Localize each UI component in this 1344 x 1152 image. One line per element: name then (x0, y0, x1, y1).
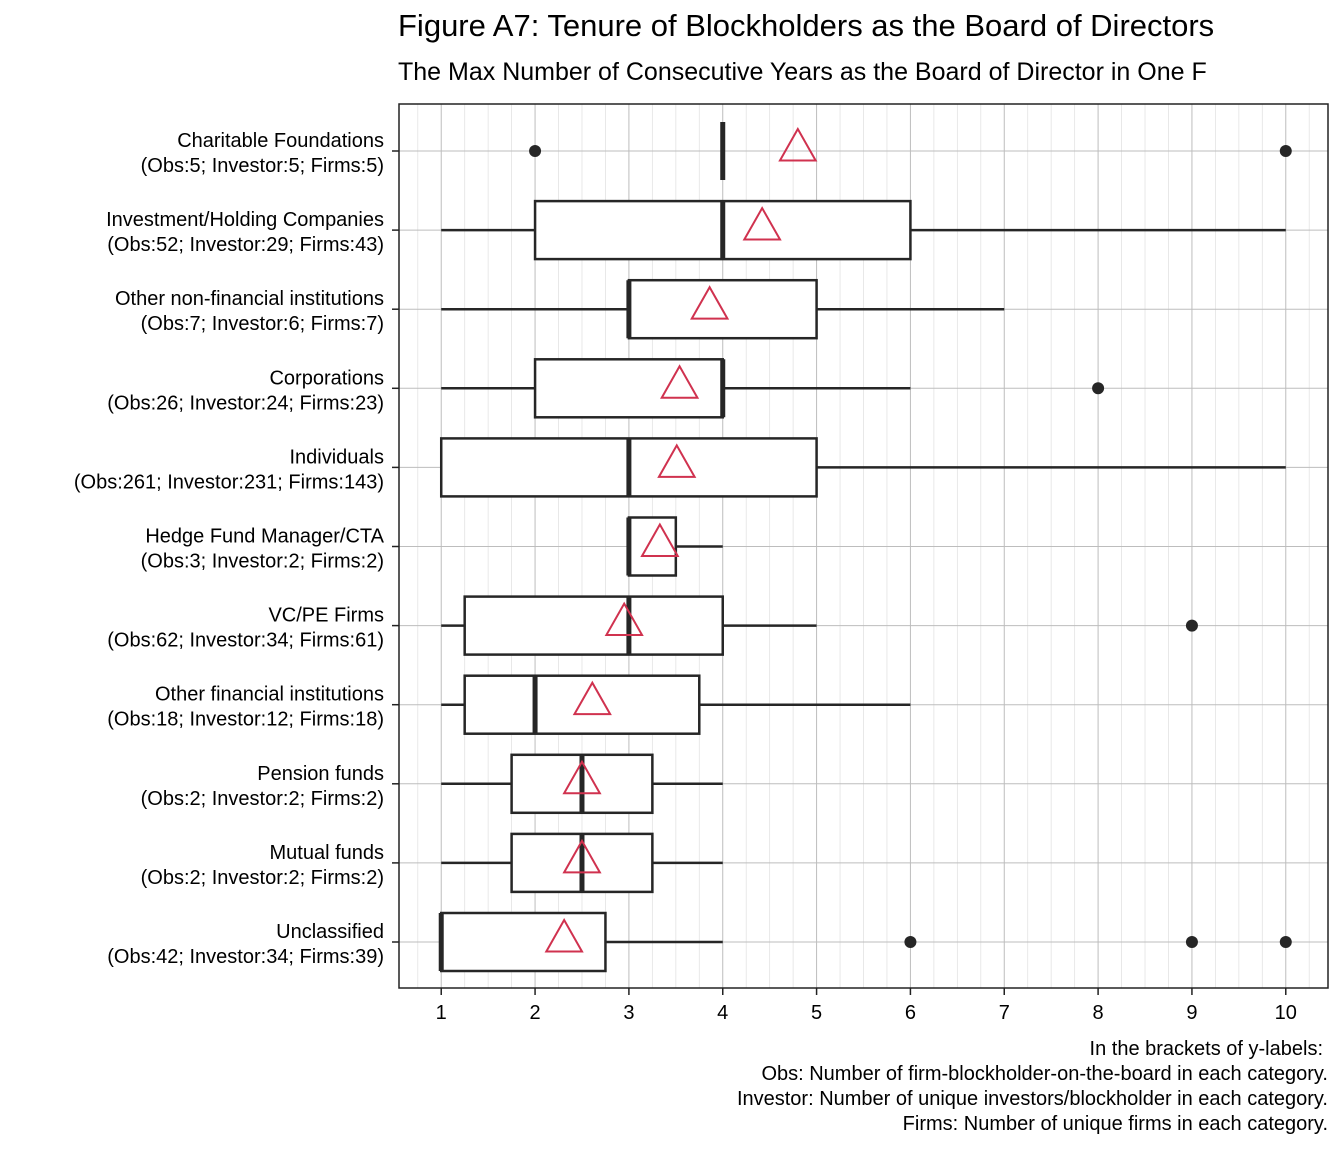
outlier-point (1279, 145, 1292, 157)
outlier-point (529, 145, 542, 157)
y-axis-labels: Charitable Foundations (Obs:5; Investor:5… (74, 130, 399, 968)
box-layer (438, 122, 1292, 973)
y-label-counts: (Obs:261; Investor:231; Firms:143) (74, 471, 384, 493)
chart-title: Figure A7: Tenure of Blockholders as the… (398, 8, 1215, 43)
x-tick-label: 6 (905, 1002, 916, 1024)
y-label-category: Other non-financial institutions (115, 288, 384, 310)
y-label-counts: (Obs:26; Investor:24; Firms:23) (107, 392, 384, 414)
caption-line-3: Investor: Number of unique investors/blo… (736, 1088, 1328, 1110)
outlier-point (1092, 382, 1105, 395)
caption-line-1: In the brackets of y-labels: (1089, 1038, 1323, 1060)
iqr-box (463, 674, 701, 735)
mean-marker (604, 601, 644, 637)
mean-marker (562, 838, 602, 874)
y-label-counts: (Obs:18; Investor:12; Firms:18) (107, 709, 384, 731)
mean-marker (742, 206, 782, 241)
y-label-counts: (Obs:2; Investor:2; Firms:2) (141, 867, 384, 889)
y-label-category: Hedge Fund Manager/CTA (145, 526, 384, 548)
x-tick-label: 8 (1093, 1002, 1104, 1024)
outlier-point (904, 936, 917, 948)
x-tick-label: 1 (436, 1002, 447, 1024)
box-group (441, 278, 1005, 340)
box-group (441, 674, 911, 735)
iqr-box (533, 358, 724, 419)
y-label-counts: (Obs:2; Investor:2; Firms:2) (141, 788, 384, 810)
box-group (441, 595, 1198, 656)
y-label-category: Mutual funds (269, 842, 384, 864)
mean-marker (544, 917, 584, 953)
iqr-box (463, 595, 724, 656)
caption-line-4: Firms: Number of unique firms in each ca… (902, 1113, 1328, 1135)
x-axis-ticks: 1 2 3 4 5 6 7 8 9 10 (436, 988, 1297, 1024)
iqr-box (627, 516, 678, 577)
x-tick-label: 2 (530, 1002, 541, 1024)
mean-marker (660, 364, 700, 399)
x-tick-label: 5 (811, 1002, 822, 1024)
outlier-point (1279, 936, 1292, 948)
y-label-category: Unclassified (276, 921, 384, 943)
y-label-category: Investment/Holding Companies (106, 209, 384, 231)
mean-marker (562, 759, 602, 795)
y-label-counts: (Obs:62; Investor:34; Firms:61) (107, 630, 384, 652)
box-group (441, 358, 1105, 419)
y-label-category: Individuals (289, 446, 384, 468)
y-label-category: Pension funds (257, 763, 384, 785)
x-tick-label: 7 (999, 1002, 1010, 1024)
x-tick-label: 3 (623, 1002, 634, 1024)
outlier-point (1185, 619, 1198, 632)
caption-line-2: Obs: Number of firm-blockholder-on-the-b… (761, 1063, 1328, 1085)
y-label-counts: (Obs:7; Investor:6; Firms:7) (141, 313, 384, 335)
box-group (626, 516, 723, 577)
chart-subtitle: The Max Number of Consecutive Years as t… (398, 58, 1207, 86)
y-label-counts: (Obs:52; Investor:29; Firms:43) (107, 234, 384, 256)
box-group (441, 199, 1286, 261)
y-label-category: Other financial institutions (155, 684, 384, 706)
mean-marker (778, 126, 818, 162)
mean-marker (572, 680, 612, 716)
iqr-box (439, 911, 607, 973)
x-tick-label: 10 (1275, 1002, 1297, 1024)
box-group (438, 911, 1292, 973)
box-group (439, 437, 1286, 498)
x-tick-label: 9 (1186, 1002, 1197, 1024)
box-group (441, 753, 723, 815)
y-label-category: VC/PE Firms (268, 605, 384, 627)
y-label-counts: (Obs:42; Investor:34; Firms:39) (107, 946, 384, 968)
box-group (529, 122, 1292, 180)
y-label-counts: (Obs:5; Investor:5; Firms:5) (141, 155, 384, 177)
box-group (441, 832, 723, 894)
mean-marker (640, 522, 680, 557)
y-label-category: Charitable Foundations (177, 130, 384, 152)
x-tick-label: 4 (717, 1002, 728, 1024)
y-label-counts: (Obs:3; Investor:2; Firms:2) (141, 551, 384, 573)
outlier-point (1185, 936, 1198, 948)
mean-marker (690, 285, 730, 320)
y-label-category: Corporations (269, 367, 384, 389)
mean-marker (657, 443, 697, 478)
